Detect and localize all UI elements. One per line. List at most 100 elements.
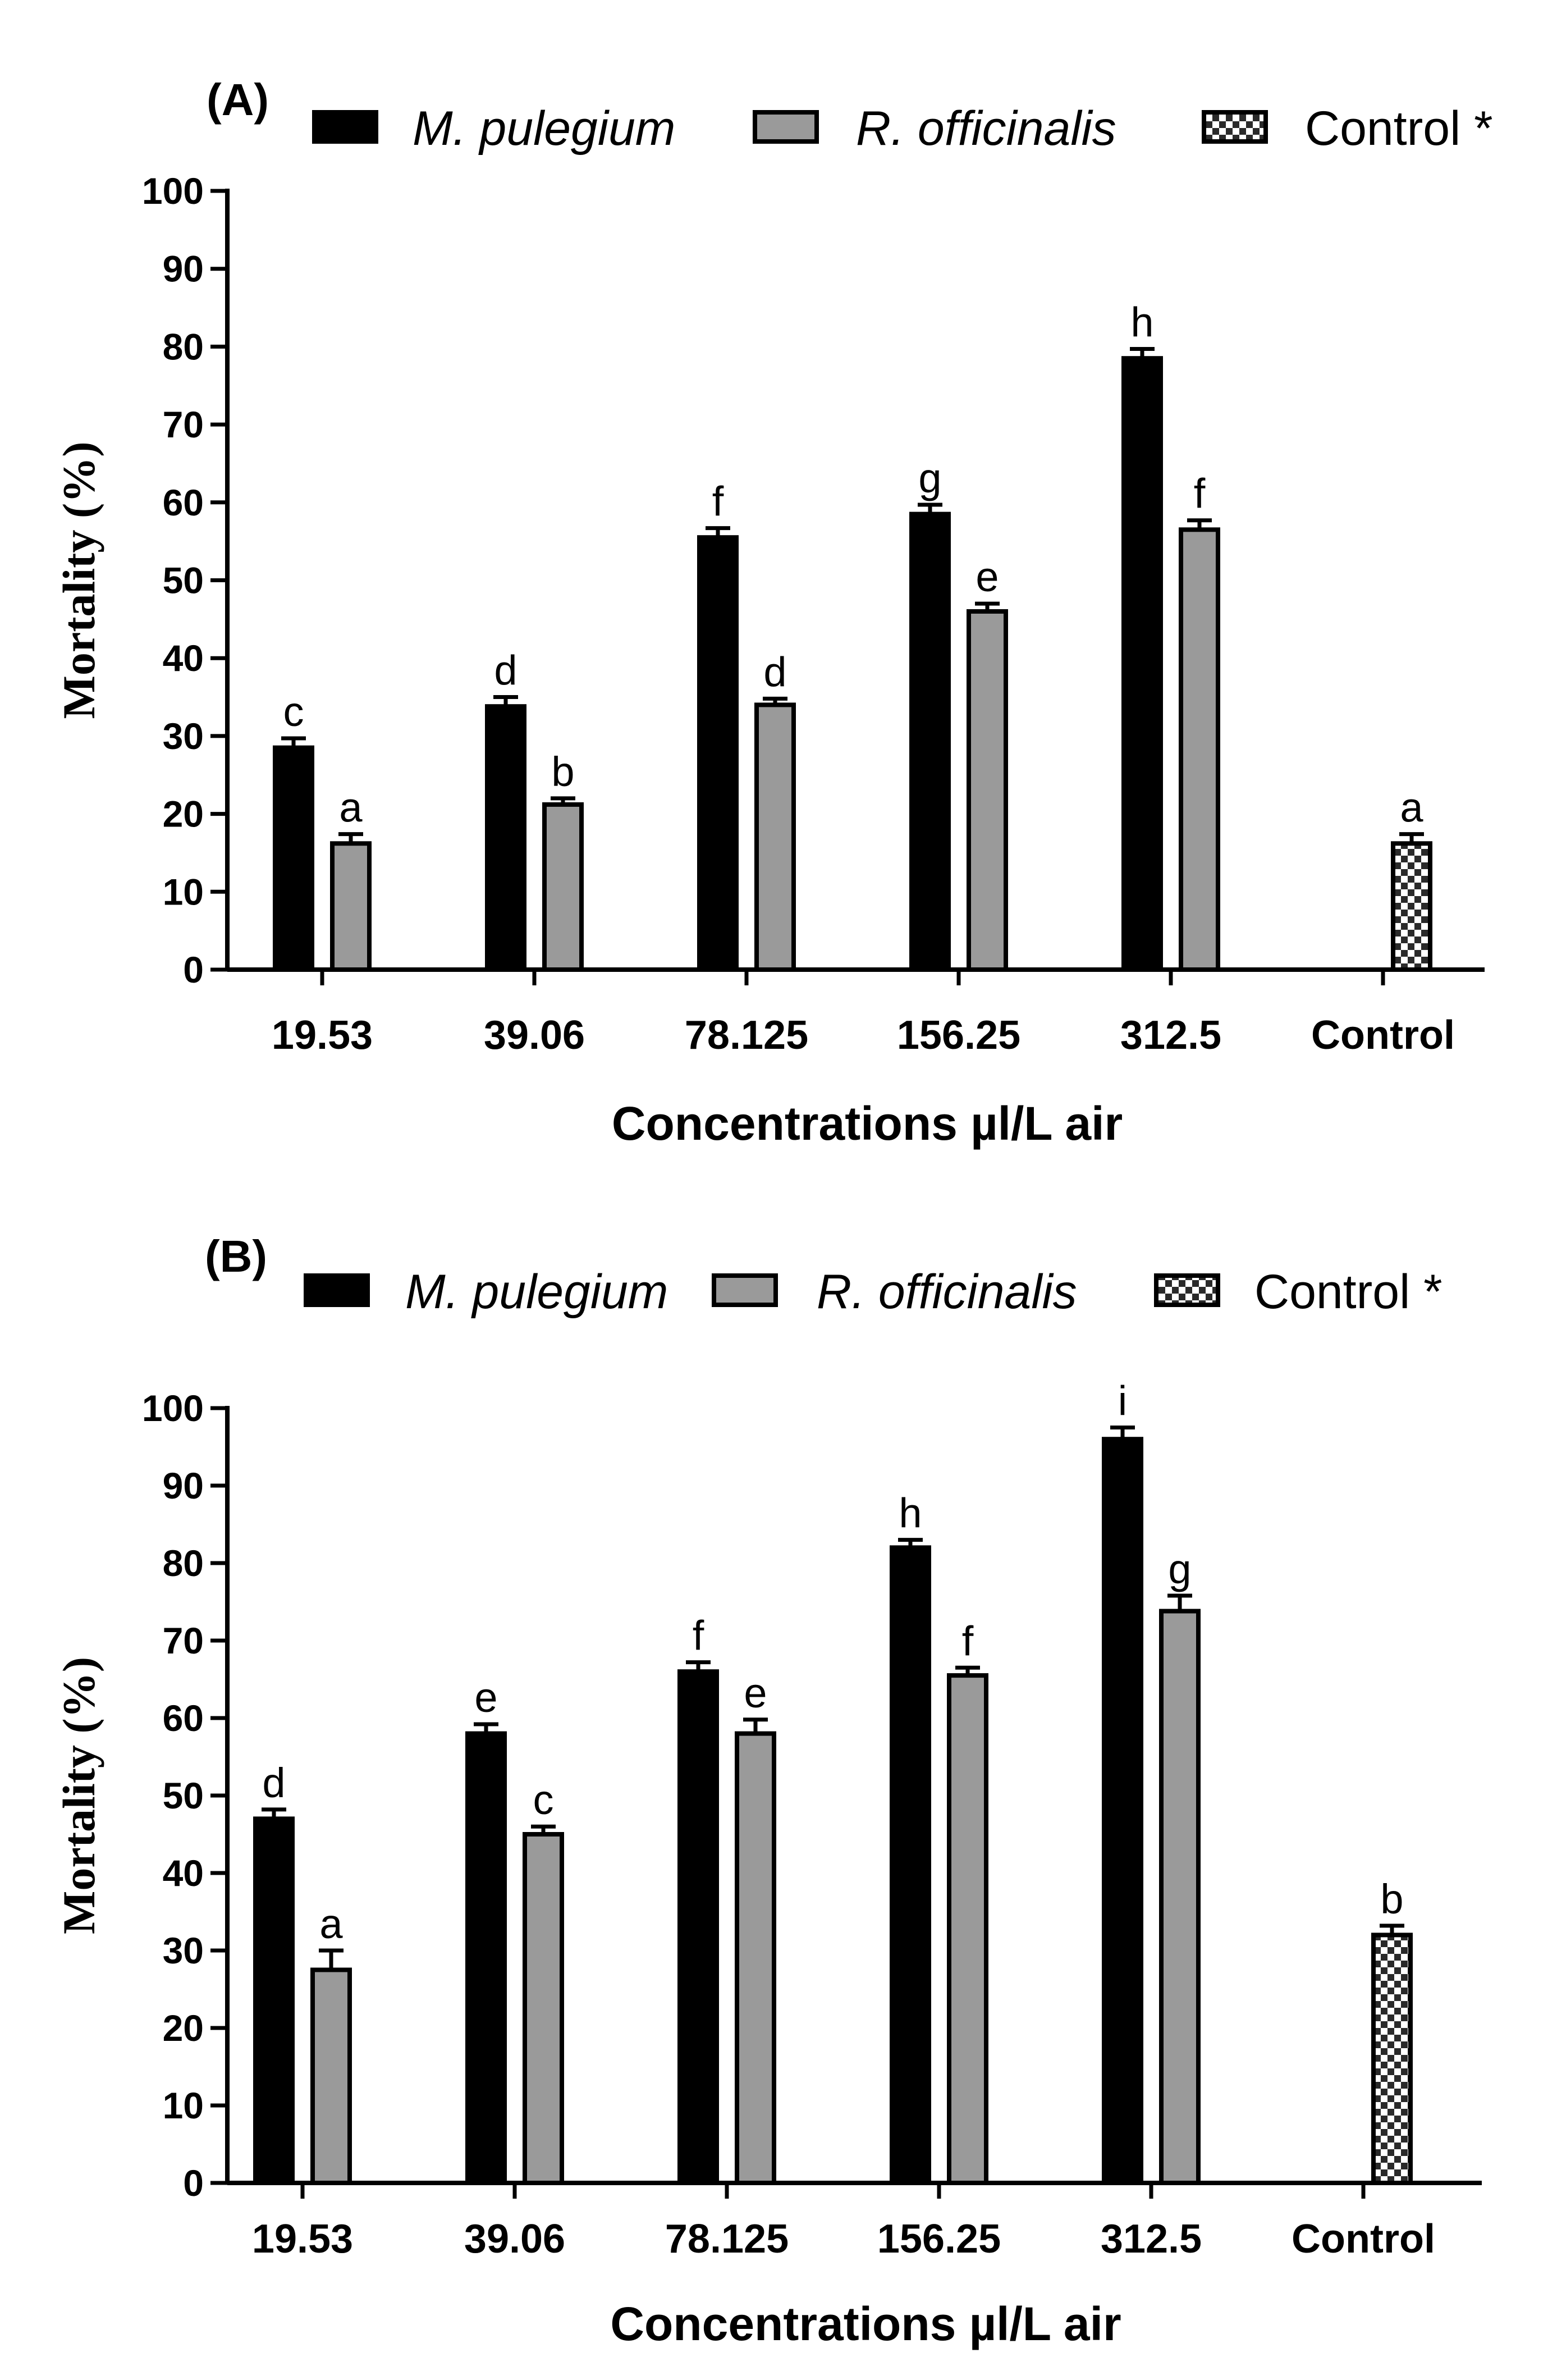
- x-tick-label: 156.25: [877, 2217, 1001, 2262]
- bar-solid-black: [253, 1816, 295, 2185]
- x-tick-label: 78.125: [665, 2217, 789, 2262]
- bar-solid-gray: [967, 609, 1008, 972]
- x-axis-title: Concentrations µl/L air: [612, 1097, 1123, 1150]
- significance-label: g: [918, 455, 941, 501]
- bar-solid-black: [465, 1731, 507, 2186]
- bar-solid-gray: [947, 1673, 988, 2186]
- significance-label: b: [1380, 1876, 1403, 1922]
- x-tick-label: Control: [1292, 2217, 1435, 2262]
- significance-label: d: [494, 647, 517, 694]
- bar-solid-gray: [523, 1832, 564, 2185]
- y-tick-label: 0: [183, 949, 204, 990]
- significance-label: c: [533, 1776, 554, 1823]
- legend-label: M. pulegium: [413, 102, 675, 156]
- bar-solid-gray: [542, 802, 584, 972]
- legend-swatch-solid-black: [312, 110, 378, 144]
- significance-label: g: [1168, 1546, 1191, 1592]
- y-tick-label: 60: [163, 482, 204, 523]
- legend-label: R. officinalis: [817, 1265, 1077, 1319]
- x-tick-label: 312.5: [1101, 2217, 1202, 2262]
- significance-label: c: [283, 688, 304, 735]
- legend-label: Control *: [1305, 102, 1493, 156]
- y-tick-label: 70: [163, 404, 204, 445]
- y-axis-title: Mortality (%): [53, 441, 104, 719]
- legend: M. pulegium R. officinalis Control *: [312, 102, 1493, 156]
- y-tick-label: 50: [163, 560, 204, 601]
- bar-solid-black: [890, 1545, 931, 2185]
- x-tick-label: Control: [1311, 1013, 1455, 1058]
- significance-label: f: [962, 1618, 974, 1664]
- bar-checkered: [1391, 841, 1432, 972]
- significance-label: a: [319, 1901, 343, 1947]
- y-tick-label: 20: [163, 2007, 204, 2049]
- bar-solid-black: [697, 535, 739, 972]
- bar-solid-black: [1102, 1437, 1143, 2185]
- x-tick-label: 39.06: [484, 1013, 585, 1058]
- significance-label: a: [1400, 784, 1423, 831]
- legend-swatch-checkered: [1202, 110, 1268, 144]
- y-tick-label: 50: [163, 1775, 204, 1816]
- x-axis-title: Concentrations µl/L air: [610, 2297, 1121, 2350]
- chart-panel-b: (B) M. pulegium R. officinalis Control * 0 10…: [53, 1231, 1482, 2350]
- legend-label: R. officinalis: [856, 102, 1116, 156]
- significance-label: h: [1130, 299, 1153, 346]
- legend-label: M. pulegium: [405, 1265, 668, 1319]
- bar-solid-black: [273, 745, 314, 972]
- panel-label: (A): [207, 75, 269, 125]
- y-tick-label: 80: [163, 326, 204, 367]
- y-tick-label: 90: [163, 1465, 204, 1506]
- significance-label: a: [339, 784, 363, 831]
- bar-solid-gray: [735, 1731, 776, 2186]
- significance-label: h: [899, 1490, 922, 1537]
- bar-solid-gray: [330, 841, 372, 972]
- significance-label: e: [976, 554, 999, 600]
- significance-label: e: [744, 1670, 767, 1716]
- x-tick-label: 19.53: [272, 1013, 373, 1058]
- chart-panel-a: (A) M. pulegium R. officinalis Control * 0 10…: [53, 75, 1493, 1150]
- y-tick-label: 30: [163, 715, 204, 757]
- panel-label: (B): [205, 1231, 267, 1281]
- significance-label: i: [1118, 1378, 1127, 1424]
- bar-solid-black: [677, 1669, 719, 2185]
- x-tick-label: 156.25: [897, 1013, 1020, 1058]
- significance-label: d: [763, 648, 786, 695]
- bar-solid-gray: [1159, 1609, 1201, 2186]
- y-tick-label: 20: [163, 793, 204, 835]
- y-tick-label: 70: [163, 1620, 204, 1661]
- y-tick-label: 40: [163, 637, 204, 679]
- bar-solid-gray: [754, 702, 796, 972]
- significance-label: f: [1194, 470, 1206, 517]
- legend: M. pulegium R. officinalis Control *: [304, 1265, 1442, 1319]
- bar-solid-gray: [1179, 527, 1220, 972]
- y-tick-label: 30: [163, 1930, 204, 1971]
- y-axis-title: Mortality (%): [53, 1657, 104, 1934]
- legend-label: Control *: [1254, 1265, 1442, 1319]
- significance-label: f: [712, 478, 724, 525]
- y-tick-label: 40: [163, 1852, 204, 1894]
- legend-swatch-solid-black: [304, 1273, 370, 1307]
- y-tick-label: 0: [183, 2162, 204, 2204]
- significance-label: d: [262, 1760, 285, 1806]
- y-tick-label: 10: [163, 2085, 204, 2126]
- y-tick-label: 10: [163, 871, 204, 912]
- legend-swatch-solid-gray: [712, 1273, 778, 1307]
- bar-solid-black: [485, 704, 526, 972]
- x-tick-label: 312.5: [1120, 1013, 1221, 1058]
- y-tick-label: 80: [163, 1542, 204, 1584]
- bar-checkered: [1371, 1933, 1413, 2185]
- y-tick-label: 90: [163, 248, 204, 290]
- y-tick-label: 60: [163, 1697, 204, 1739]
- x-tick-label: 39.06: [464, 2217, 565, 2262]
- legend-swatch-solid-gray: [753, 110, 819, 144]
- bar-solid-gray: [310, 1967, 352, 2185]
- significance-label: e: [474, 1674, 497, 1721]
- significance-label: b: [551, 748, 574, 795]
- x-tick-label: 78.125: [685, 1013, 808, 1058]
- legend-swatch-checkered: [1154, 1273, 1220, 1307]
- x-tick-label: 19.53: [252, 2217, 353, 2262]
- significance-label: f: [693, 1612, 704, 1659]
- bar-solid-black: [1121, 356, 1163, 972]
- bar-solid-black: [909, 511, 951, 972]
